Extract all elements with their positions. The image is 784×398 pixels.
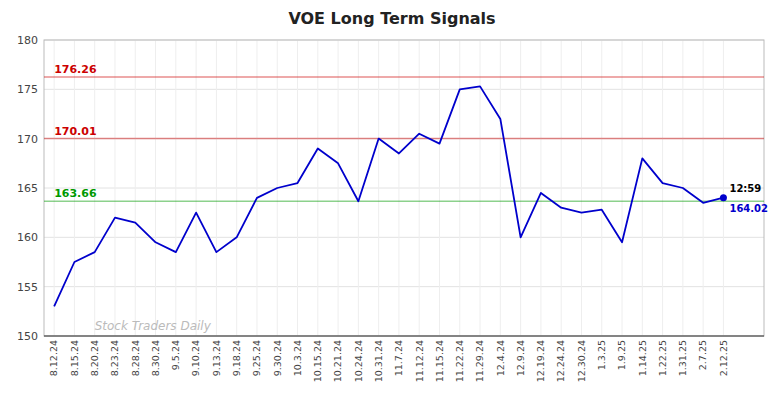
x-tick-label: 1.3.25 (596, 340, 607, 370)
x-tick-label: 8.20.24 (89, 340, 100, 376)
x-tick-label: 8.15.24 (69, 340, 80, 376)
x-tick-label: 11.29.24 (474, 340, 485, 382)
x-tick-label: 12.9.24 (515, 340, 526, 376)
y-grid-line (44, 89, 764, 90)
x-tick-label: 11.15.24 (434, 340, 445, 382)
x-grid-line (500, 40, 501, 336)
x-tick-label: 11.12.24 (414, 340, 425, 382)
hline-label: 176.26 (54, 63, 97, 76)
x-grid-line (642, 40, 643, 336)
y-tick-label: 155 (17, 281, 38, 294)
x-grid-line (561, 40, 562, 336)
x-tick-label: 9.10.24 (190, 340, 201, 376)
hline-label: 163.66 (54, 187, 97, 200)
y-tick-label: 180 (17, 34, 38, 47)
hline-label: 170.01 (54, 125, 96, 138)
hline (44, 138, 764, 140)
x-grid-line (419, 40, 420, 336)
x-tick-label: 11.22.24 (454, 340, 465, 382)
x-tick-label: 9.30.24 (272, 340, 283, 376)
y-axis: 150 155 160 165 170 175 180 (17, 34, 38, 343)
y-tick-label: 150 (17, 330, 38, 343)
x-tick-label: 12.19.24 (535, 340, 546, 382)
x-grid-line (175, 40, 176, 336)
plot-frame (44, 40, 764, 336)
title: VOE Long Term Signals (288, 9, 495, 28)
x-grid-line (703, 40, 704, 336)
x-tick-label: 12.30.24 (576, 340, 587, 382)
x-grid-line (439, 40, 440, 336)
watermark: Stock Traders Daily (95, 319, 212, 333)
chart: VOE Long Term Signals1501551601651701751… (0, 0, 784, 398)
x-grid-line (520, 40, 521, 336)
x-axis: 8.12.24 8.15.24 8.20.24 8.23.24 8.28.24 8.30.… (44, 336, 764, 382)
end-price-label: 164.02 (729, 203, 768, 214)
x-axis-line (44, 335, 764, 336)
x-grid-line (581, 40, 582, 336)
y-tick-label: 160 (17, 231, 38, 244)
x-tick-label: 1.14.25 (637, 340, 648, 376)
x-tick-label: 8.28.24 (130, 340, 141, 376)
x-grid-line (297, 40, 298, 336)
end-point (720, 194, 727, 201)
y-tick-label: 170 (17, 133, 38, 146)
x-grid-line (540, 40, 541, 336)
x-tick-label: 2.7.25 (697, 340, 708, 370)
x-grid-line (358, 40, 359, 336)
x-grid-line (398, 40, 399, 336)
y-grid-line (44, 188, 764, 189)
y-grid-line (44, 336, 764, 337)
x-grid-line (114, 40, 115, 336)
hlines (44, 77, 764, 201)
x-tick-label: 12.4.24 (495, 340, 506, 376)
price-line (54, 86, 723, 306)
x-grid-line (480, 40, 481, 336)
x-grid-line (662, 40, 663, 336)
x-tick-label: 8.30.24 (150, 340, 161, 376)
x-tick-label: 11.7.24 (393, 340, 404, 376)
y-grid-line (44, 286, 764, 287)
x-tick-label: 1.22.25 (657, 340, 668, 376)
x-tick-label: 8.23.24 (109, 340, 120, 376)
hline (44, 76, 764, 78)
x-grid-line (317, 40, 318, 336)
x-tick-label: 9.18.24 (231, 340, 242, 376)
x-grid-line (601, 40, 602, 336)
x-grid-line (378, 40, 379, 336)
x-grid-line (622, 40, 623, 336)
x-tick-label: 1.9.25 (616, 340, 627, 370)
x-grid-line (155, 40, 156, 336)
x-grid-line (256, 40, 257, 336)
y-grid-line (44, 138, 764, 139)
y-tick-label: 175 (17, 83, 38, 96)
x-tick-label: 2.12.25 (718, 340, 729, 376)
x-tick-label: 9.13.24 (211, 340, 222, 376)
x-grid-line (459, 40, 460, 336)
x-grid-line (135, 40, 136, 336)
y-tick-label: 165 (17, 182, 38, 195)
series (54, 86, 727, 306)
x-tick-label: 10.3.24 (292, 340, 303, 376)
x-grid-line (338, 40, 339, 336)
x-grid-line (216, 40, 217, 336)
hline (44, 200, 764, 202)
x-tick-label: 10.21.24 (332, 340, 343, 382)
x-tick-label: 9.25.24 (251, 340, 262, 376)
x-tick-label: 10.24.24 (353, 340, 364, 382)
x-tick-label: 1.31.25 (677, 340, 688, 376)
x-tick-label: 12.24.24 (556, 340, 567, 382)
x-tick-label: 9.5.24 (170, 340, 181, 370)
x-grid-line (723, 40, 724, 336)
end-time-label: 12:59 (729, 183, 761, 194)
grid (44, 40, 764, 336)
x-tick-label: 10.31.24 (373, 340, 384, 382)
x-tick-label: 8.12.24 (48, 340, 59, 376)
x-tick-label: 10.15.24 (312, 340, 323, 382)
x-grid-line (196, 40, 197, 336)
x-grid-line (236, 40, 237, 336)
